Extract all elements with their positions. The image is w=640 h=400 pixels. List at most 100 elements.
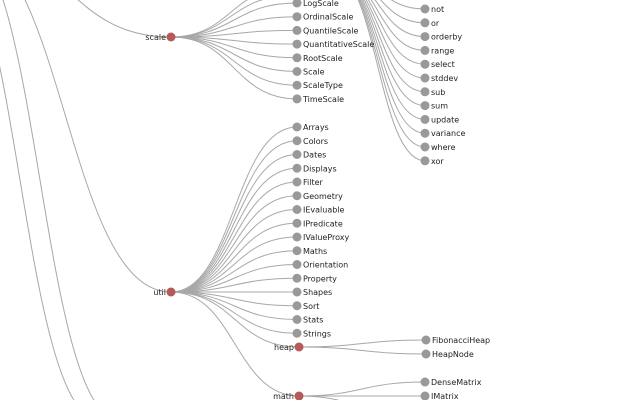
tree-link (374, 0, 426, 38)
leaf-node[interactable] (420, 377, 430, 387)
tree-link (357, 0, 426, 162)
leaf-label: Stats (303, 316, 323, 325)
leaf-label: IMatrix (431, 392, 459, 400)
leaf-node[interactable] (292, 315, 302, 324)
tree-link (298, 395, 340, 400)
leaf-label: ScaleType (303, 81, 343, 90)
leaf-node[interactable] (292, 163, 302, 173)
parent-node-util[interactable] (166, 287, 176, 297)
tree-link (367, 0, 426, 65)
leaf-node[interactable] (420, 45, 430, 55)
leaf-label: IPredicate (303, 219, 343, 228)
leaf-label: FibonacciHeap (432, 336, 490, 345)
leaf-node[interactable] (420, 142, 430, 152)
leaf-label: TimeScale (302, 95, 344, 104)
leaf-node[interactable] (292, 273, 302, 283)
parent-label-util: util (153, 288, 166, 297)
leaf-label: sum (431, 102, 448, 111)
tree-link (2, 0, 95, 400)
tree-link (170, 126, 298, 293)
leaf-label: QuantileScale (303, 26, 358, 35)
parent-node-math[interactable] (294, 391, 304, 400)
leaf-node[interactable] (292, 53, 302, 63)
leaf-node[interactable] (292, 301, 302, 311)
tree-link (170, 29, 298, 38)
tree-link (170, 291, 300, 397)
leaf-label: Orientation (303, 261, 348, 270)
leaf-node[interactable] (420, 73, 430, 83)
tree-link (170, 291, 298, 334)
tree-link (170, 209, 298, 293)
leaf-label: not (431, 5, 444, 14)
tree-link (298, 346, 427, 355)
tree-link (170, 291, 300, 348)
tree-link (170, 140, 298, 293)
parent-node-heap[interactable] (294, 342, 304, 352)
leaf-label: RootScale (303, 54, 343, 63)
leaf-node[interactable] (292, 205, 302, 214)
leaf-label: IEvaluable (303, 206, 345, 215)
parent-node-scale[interactable] (166, 32, 176, 42)
leaf-node[interactable] (292, 328, 302, 338)
leaf-label: stddev (431, 74, 458, 83)
leaf-label: Colors (303, 137, 328, 146)
leaf-node[interactable] (292, 25, 302, 35)
leaf-node[interactable] (420, 4, 430, 14)
leaf-node[interactable] (292, 80, 302, 90)
leaf-node[interactable] (421, 335, 431, 345)
leaf-node[interactable] (292, 218, 302, 228)
leaf-node[interactable] (292, 94, 302, 104)
leaf-label: orderby (431, 33, 462, 42)
leaf-label: range (431, 46, 454, 55)
leaf-node[interactable] (292, 12, 302, 22)
leaf-node[interactable] (292, 0, 302, 8)
tree-link (170, 2, 298, 38)
tree-link (170, 195, 298, 293)
leaf-node[interactable] (292, 191, 302, 201)
leaf-node[interactable] (420, 87, 430, 97)
tree-link (170, 277, 298, 293)
leaf-label: Filter (303, 178, 324, 187)
leaf-node[interactable] (292, 67, 302, 76)
tree-link (170, 36, 298, 100)
leaf-label: Geometry (303, 192, 343, 201)
leaf-label: Property (303, 274, 337, 283)
tree-link (358, 0, 426, 148)
leaf-node[interactable] (292, 177, 302, 187)
leaf-node[interactable] (292, 39, 302, 49)
tree-link (380, 0, 426, 24)
leaf-node[interactable] (292, 287, 302, 297)
leaf-node[interactable] (420, 391, 430, 400)
tree-link (363, 0, 426, 93)
tree-link (170, 154, 298, 293)
tree-link (362, 0, 426, 107)
leaf-node[interactable] (292, 246, 302, 256)
leaf-node[interactable] (292, 150, 302, 159)
leaf-node[interactable] (420, 128, 430, 138)
parent-label-scale: scale (145, 33, 166, 42)
tree-link (370, 0, 426, 51)
leaf-label: select (431, 60, 455, 69)
leaf-node[interactable] (420, 156, 430, 166)
leaf-label: Shapes (303, 288, 332, 297)
leaf-node[interactable] (292, 260, 302, 269)
leaf-node[interactable] (292, 136, 302, 146)
tree-link (170, 167, 298, 293)
tree-link (170, 222, 298, 293)
leaf-node[interactable] (420, 101, 430, 111)
leaf-node[interactable] (420, 114, 430, 124)
leaf-label: Sort (303, 302, 319, 311)
leaf-node[interactable] (420, 18, 430, 28)
leaf-label: variance (431, 129, 466, 138)
tree-nodes: LogScale OrdinalScale QuantileScale Quantit… (145, 0, 490, 400)
leaf-node[interactable] (292, 122, 302, 132)
leaf-label: Displays (303, 164, 337, 173)
leaf-node[interactable] (420, 32, 430, 42)
parent-label-heap: heap (274, 343, 294, 352)
leaf-label: QuantitativeScale (303, 40, 374, 49)
leaf-label: update (431, 115, 459, 124)
leaf-label: IValueProxy (303, 233, 350, 242)
leaf-node[interactable] (420, 59, 430, 69)
leaf-node[interactable] (421, 349, 431, 359)
leaf-node[interactable] (292, 232, 302, 242)
